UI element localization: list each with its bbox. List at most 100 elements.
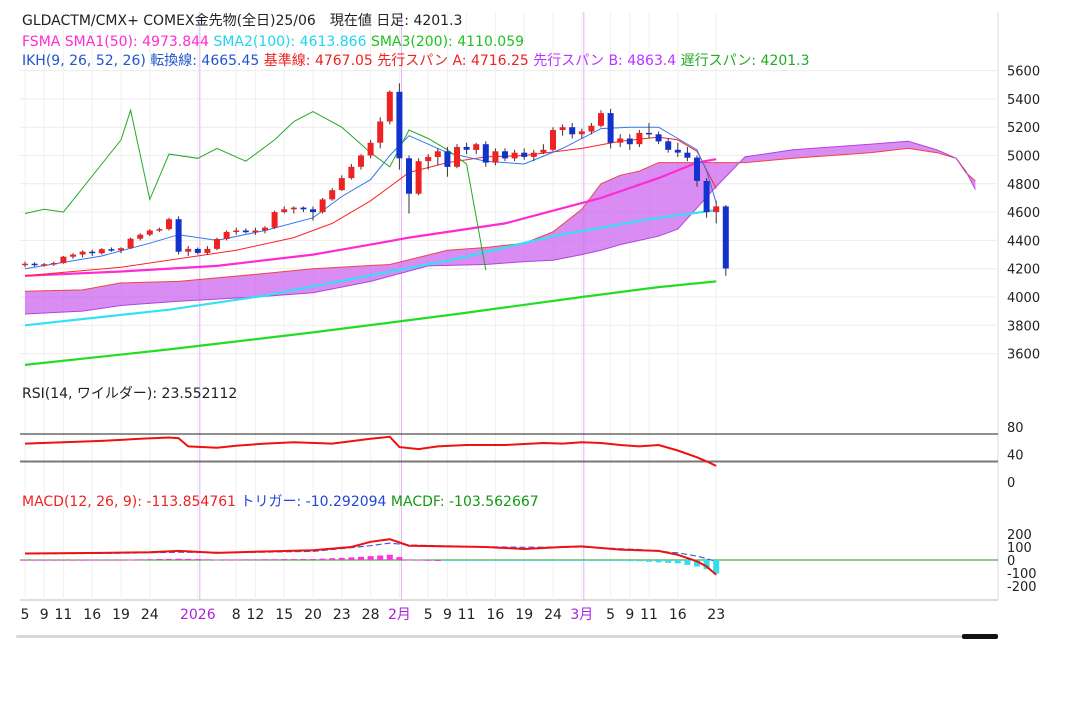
candle-body: [214, 239, 220, 249]
candle-body: [223, 231, 230, 239]
price-tick-label: 5200: [1007, 121, 1040, 136]
price-tick-label: 4000: [1007, 291, 1040, 306]
macdf-bar: [559, 560, 566, 561]
candle-body: [703, 181, 710, 213]
macdf-bar: [50, 559, 57, 561]
macdf-bar: [290, 559, 297, 561]
candle-body: [79, 251, 86, 255]
candle-body: [41, 264, 48, 266]
rsi-tick-label: 80: [1007, 421, 1024, 436]
macdf-bar: [22, 559, 28, 561]
price-tick-label: 5600: [1007, 65, 1040, 80]
candle-body: [626, 138, 633, 145]
macdf-bar: [108, 559, 115, 561]
senkou-span-a-line: [24, 147, 976, 292]
macdf-bar: [713, 560, 720, 574]
candle-body: [665, 141, 672, 150]
candle-body: [492, 151, 499, 163]
candle-body: [511, 152, 518, 159]
macdf-bar: [31, 559, 38, 561]
macdf-bar: [607, 560, 614, 561]
candle-body: [444, 151, 451, 167]
sma1-legend: FSMA SMA1(50): 4973.844: [22, 34, 209, 50]
macdf-bar: [550, 560, 556, 561]
date-tick-label: 16: [669, 607, 687, 623]
scrollbar-track[interactable]: [16, 635, 998, 638]
macdf-bar: [434, 560, 441, 561]
candle-body: [166, 219, 172, 230]
macdf-bar: [127, 559, 134, 561]
macdf-bar: [540, 560, 547, 561]
sma2-legend: SMA2(100): 4613.866: [213, 34, 367, 50]
senkou-a-legend: 先行スパン A: 4716.25: [377, 53, 529, 69]
candle-body: [60, 256, 67, 264]
candle-body: [31, 263, 38, 266]
macdf-bar: [569, 560, 576, 561]
candle-body: [684, 152, 691, 158]
candle-body: [329, 190, 336, 200]
candle-body: [617, 138, 624, 143]
macdf-bar: [492, 560, 499, 561]
macdf-bar: [655, 560, 662, 563]
scrollbar-thumb[interactable]: [962, 634, 998, 639]
macdf-bar: [454, 560, 460, 561]
macdf-bar: [463, 560, 470, 561]
candle-body: [310, 209, 316, 213]
candle-body: [22, 263, 28, 266]
date-tick-label: 16: [486, 607, 504, 623]
macdf-bar: [204, 559, 211, 561]
date-tick-label: 3月: [570, 607, 593, 623]
date-tick-label: 12: [246, 607, 264, 623]
candle-body: [578, 131, 585, 135]
candle-body: [358, 155, 364, 167]
candle-body: [348, 166, 355, 179]
candle-body: [89, 251, 96, 254]
candle-body: [540, 149, 547, 153]
macdf-bar: [646, 560, 652, 562]
date-tick-label: 19: [515, 607, 533, 623]
macdf-bar: [386, 554, 393, 560]
candle-body: [127, 238, 134, 249]
macdf-bar: [70, 559, 76, 561]
macdf-bar: [185, 558, 192, 560]
candle-body: [722, 206, 729, 269]
macdf-bar: [214, 559, 220, 561]
candle-body: [713, 206, 720, 213]
candle-body: [521, 152, 528, 157]
candle-body: [281, 209, 288, 213]
date-tick-label: 11: [458, 607, 476, 623]
candle-body: [204, 248, 211, 253]
candle-body: [502, 151, 508, 159]
candle-body: [550, 130, 556, 150]
candle-body: [674, 149, 681, 153]
macd-tick-label: -200: [1007, 580, 1037, 595]
date-tick-label: 9: [625, 607, 634, 623]
instrument-title: GLDACTM/CMX+ COMEX金先物(全日)25/06 現在値 日足: 4…: [22, 13, 463, 29]
rsi-title: RSI(14, ワイルダー): 23.552112: [22, 386, 238, 402]
macdf-bar: [146, 559, 153, 561]
candle-body: [377, 121, 384, 143]
macdf-bar: [694, 560, 700, 567]
candle-body: [300, 207, 307, 210]
macdf-bar: [396, 557, 403, 560]
date-tick-label: 8: [232, 607, 241, 623]
sma50-line: [24, 158, 717, 277]
macdf-bar: [511, 560, 518, 561]
candle-body: [262, 227, 268, 231]
candle-body: [319, 199, 326, 213]
date-tick-label: 24: [141, 607, 159, 623]
date-tick-label: 9: [443, 607, 452, 623]
macd-tick-label: 100: [1007, 541, 1032, 556]
macdf-bar: [626, 560, 633, 562]
macdf-bar: [60, 559, 67, 561]
candle-body: [50, 263, 57, 265]
candle-body: [70, 254, 76, 257]
candle-body: [598, 113, 604, 126]
macd-tick-label: 0: [1007, 554, 1015, 569]
candle-body: [118, 248, 124, 251]
date-tick-label: 11: [54, 607, 72, 623]
macdf-bar: [588, 560, 595, 561]
macd-tick-label: 200: [1007, 528, 1032, 543]
candle-body: [156, 229, 163, 231]
